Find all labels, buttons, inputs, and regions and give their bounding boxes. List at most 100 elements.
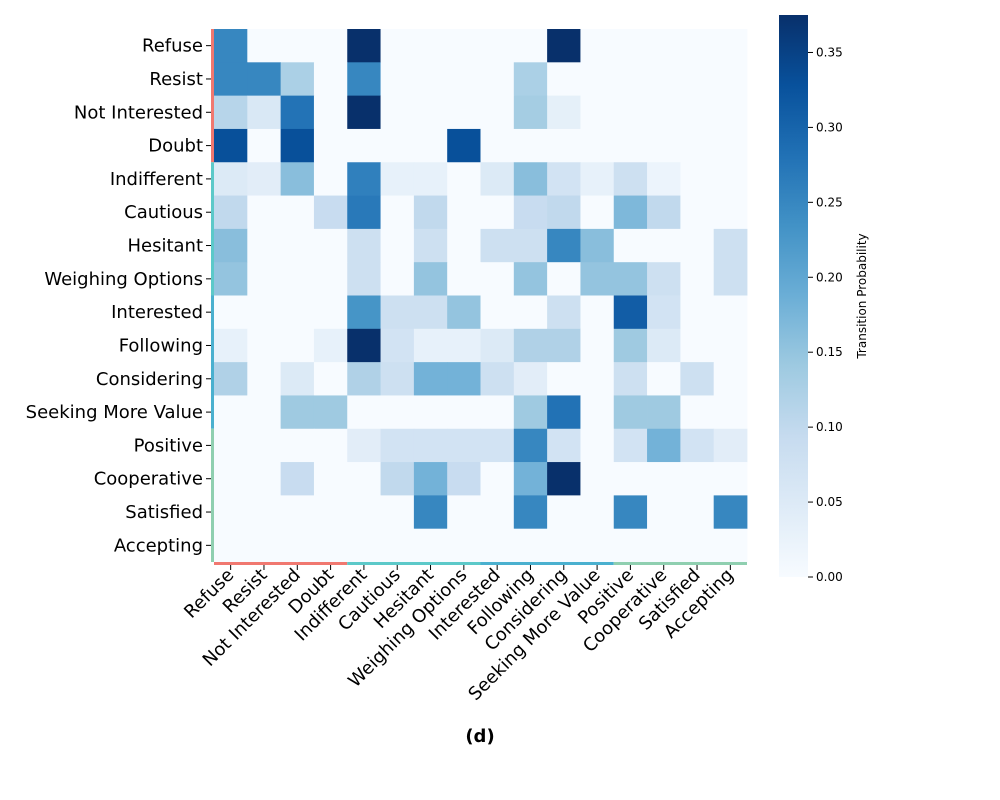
heatmap-cell-14-12 xyxy=(613,495,648,530)
colorbar-tick-label-4: 0.20 xyxy=(816,270,843,284)
heatmap-cell-10-11 xyxy=(580,362,615,396)
heatmap-cell-14-6 xyxy=(413,495,448,530)
heatmap-cell-10-0 xyxy=(214,362,248,396)
heatmap-cell-4-14 xyxy=(680,162,715,196)
heatmap-cell-12-0 xyxy=(214,428,248,463)
heatmap-cell-15-2 xyxy=(280,528,315,563)
heatmap-cell-8-8 xyxy=(480,295,515,330)
heatmap-cell-14-0 xyxy=(214,495,248,530)
heatmap-cell-12-5 xyxy=(380,428,415,463)
heatmap-cell-2-1 xyxy=(247,95,282,130)
heatmap-cell-14-7 xyxy=(447,495,481,530)
y-tick-label-15: Accepting xyxy=(114,535,203,556)
heatmap-cell-4-7 xyxy=(447,162,481,196)
heatmap-cell-0-15 xyxy=(713,29,748,63)
heatmap-cell-7-6 xyxy=(413,262,448,296)
heatmap-cell-14-10 xyxy=(547,495,581,530)
y-tick-label-6: Hesitant xyxy=(127,236,203,257)
heatmap-cell-3-12 xyxy=(613,128,648,163)
heatmap-cell-9-2 xyxy=(280,328,315,363)
heatmap-cell-3-4 xyxy=(347,128,381,163)
heatmap-cell-12-11 xyxy=(580,428,615,463)
heatmap-cell-1-9 xyxy=(513,62,548,97)
heatmap-cell-8-0 xyxy=(214,295,248,330)
heatmap-cell-14-14 xyxy=(680,495,715,530)
y-tick-label-14: Satisfied xyxy=(125,502,203,523)
heatmap-cell-11-14 xyxy=(680,395,715,430)
heatmap-cell-15-0 xyxy=(214,528,248,563)
y-tick-label-4: Indifferent xyxy=(110,169,203,190)
heatmap-cell-6-5 xyxy=(380,228,415,263)
heatmap-cell-15-8 xyxy=(480,528,515,563)
heatmap-cell-8-3 xyxy=(313,295,348,330)
y-tick-label-7: Weighing Options xyxy=(44,269,203,290)
heatmap-cell-8-13 xyxy=(647,295,681,330)
heatmap-cell-4-5 xyxy=(380,162,415,196)
heatmap-cell-6-12 xyxy=(613,228,648,263)
heatmap-cell-2-12 xyxy=(613,95,648,130)
heatmap-cell-15-3 xyxy=(313,528,348,563)
heatmap-cell-10-4 xyxy=(347,362,381,396)
heatmap-cell-12-4 xyxy=(347,428,381,463)
heatmap-cell-2-13 xyxy=(647,95,681,130)
heatmap-cell-13-2 xyxy=(280,462,315,496)
heatmap-cell-5-13 xyxy=(647,195,681,230)
heatmap-cell-3-6 xyxy=(413,128,448,163)
heatmap-cell-13-5 xyxy=(380,462,415,496)
heatmap-cell-0-2 xyxy=(280,29,315,63)
heatmap-cell-13-0 xyxy=(214,462,248,496)
heatmap-cell-2-0 xyxy=(214,95,248,130)
heatmap-cell-4-2 xyxy=(280,162,315,196)
heatmap-cell-14-8 xyxy=(480,495,515,530)
heatmap-cell-1-10 xyxy=(547,62,581,97)
heatmap-cell-1-8 xyxy=(480,62,515,97)
heatmap-cell-4-8 xyxy=(480,162,515,196)
heatmap-cell-1-0 xyxy=(214,62,248,97)
heatmap-cell-15-7 xyxy=(447,528,481,563)
y-tick-label-2: Not Interested xyxy=(74,102,203,123)
x-group-bar-2 xyxy=(480,562,614,565)
heatmap-cell-2-11 xyxy=(580,95,615,130)
heatmap-cell-10-13 xyxy=(647,362,681,396)
heatmap-cell-3-7 xyxy=(447,128,481,163)
heatmap-cell-0-0 xyxy=(214,29,248,63)
x-group-bar-0 xyxy=(214,562,348,565)
heatmap-cell-5-8 xyxy=(480,195,515,230)
heatmap-cell-9-11 xyxy=(580,328,615,363)
heatmap-cell-10-8 xyxy=(480,362,515,396)
heatmap-cell-10-6 xyxy=(413,362,448,396)
heatmap-cell-3-8 xyxy=(480,128,515,163)
y-tick-label-5: Cautious xyxy=(124,202,203,223)
heatmap-cell-6-10 xyxy=(547,228,581,263)
colorbar-tick-label-7: 0.35 xyxy=(816,45,843,59)
heatmap-cell-6-4 xyxy=(347,228,381,263)
heatmap-cell-0-5 xyxy=(380,29,415,63)
heatmap-cell-5-5 xyxy=(380,195,415,230)
heatmap-cell-4-9 xyxy=(513,162,548,196)
heatmap-cell-7-5 xyxy=(380,262,415,296)
heatmap-cell-1-1 xyxy=(247,62,282,97)
heatmap-cell-13-10 xyxy=(547,462,581,496)
heatmap-cell-13-14 xyxy=(680,462,715,496)
heatmap-cell-12-3 xyxy=(313,428,348,463)
heatmap-cell-13-11 xyxy=(580,462,615,496)
heatmap-cell-0-13 xyxy=(647,29,681,63)
heatmap-cell-0-14 xyxy=(680,29,715,63)
colorbar-tick-label-6: 0.30 xyxy=(816,120,843,134)
x-group-bar-3 xyxy=(613,562,747,565)
heatmap-cell-6-1 xyxy=(247,228,282,263)
heatmap-cell-0-11 xyxy=(580,29,615,63)
heatmap-cell-1-12 xyxy=(613,62,648,97)
heatmap-cell-0-1 xyxy=(247,29,282,63)
heatmap-cell-5-0 xyxy=(214,195,248,230)
heatmap-cell-15-9 xyxy=(513,528,548,563)
heatmap-cell-14-4 xyxy=(347,495,381,530)
heatmap-cell-14-13 xyxy=(647,495,681,530)
heatmap-cell-12-9 xyxy=(513,428,548,463)
heatmap-cell-7-15 xyxy=(713,262,748,296)
heatmap-cell-5-10 xyxy=(547,195,581,230)
heatmap-cell-4-3 xyxy=(313,162,348,196)
heatmap-cell-7-11 xyxy=(580,262,615,296)
